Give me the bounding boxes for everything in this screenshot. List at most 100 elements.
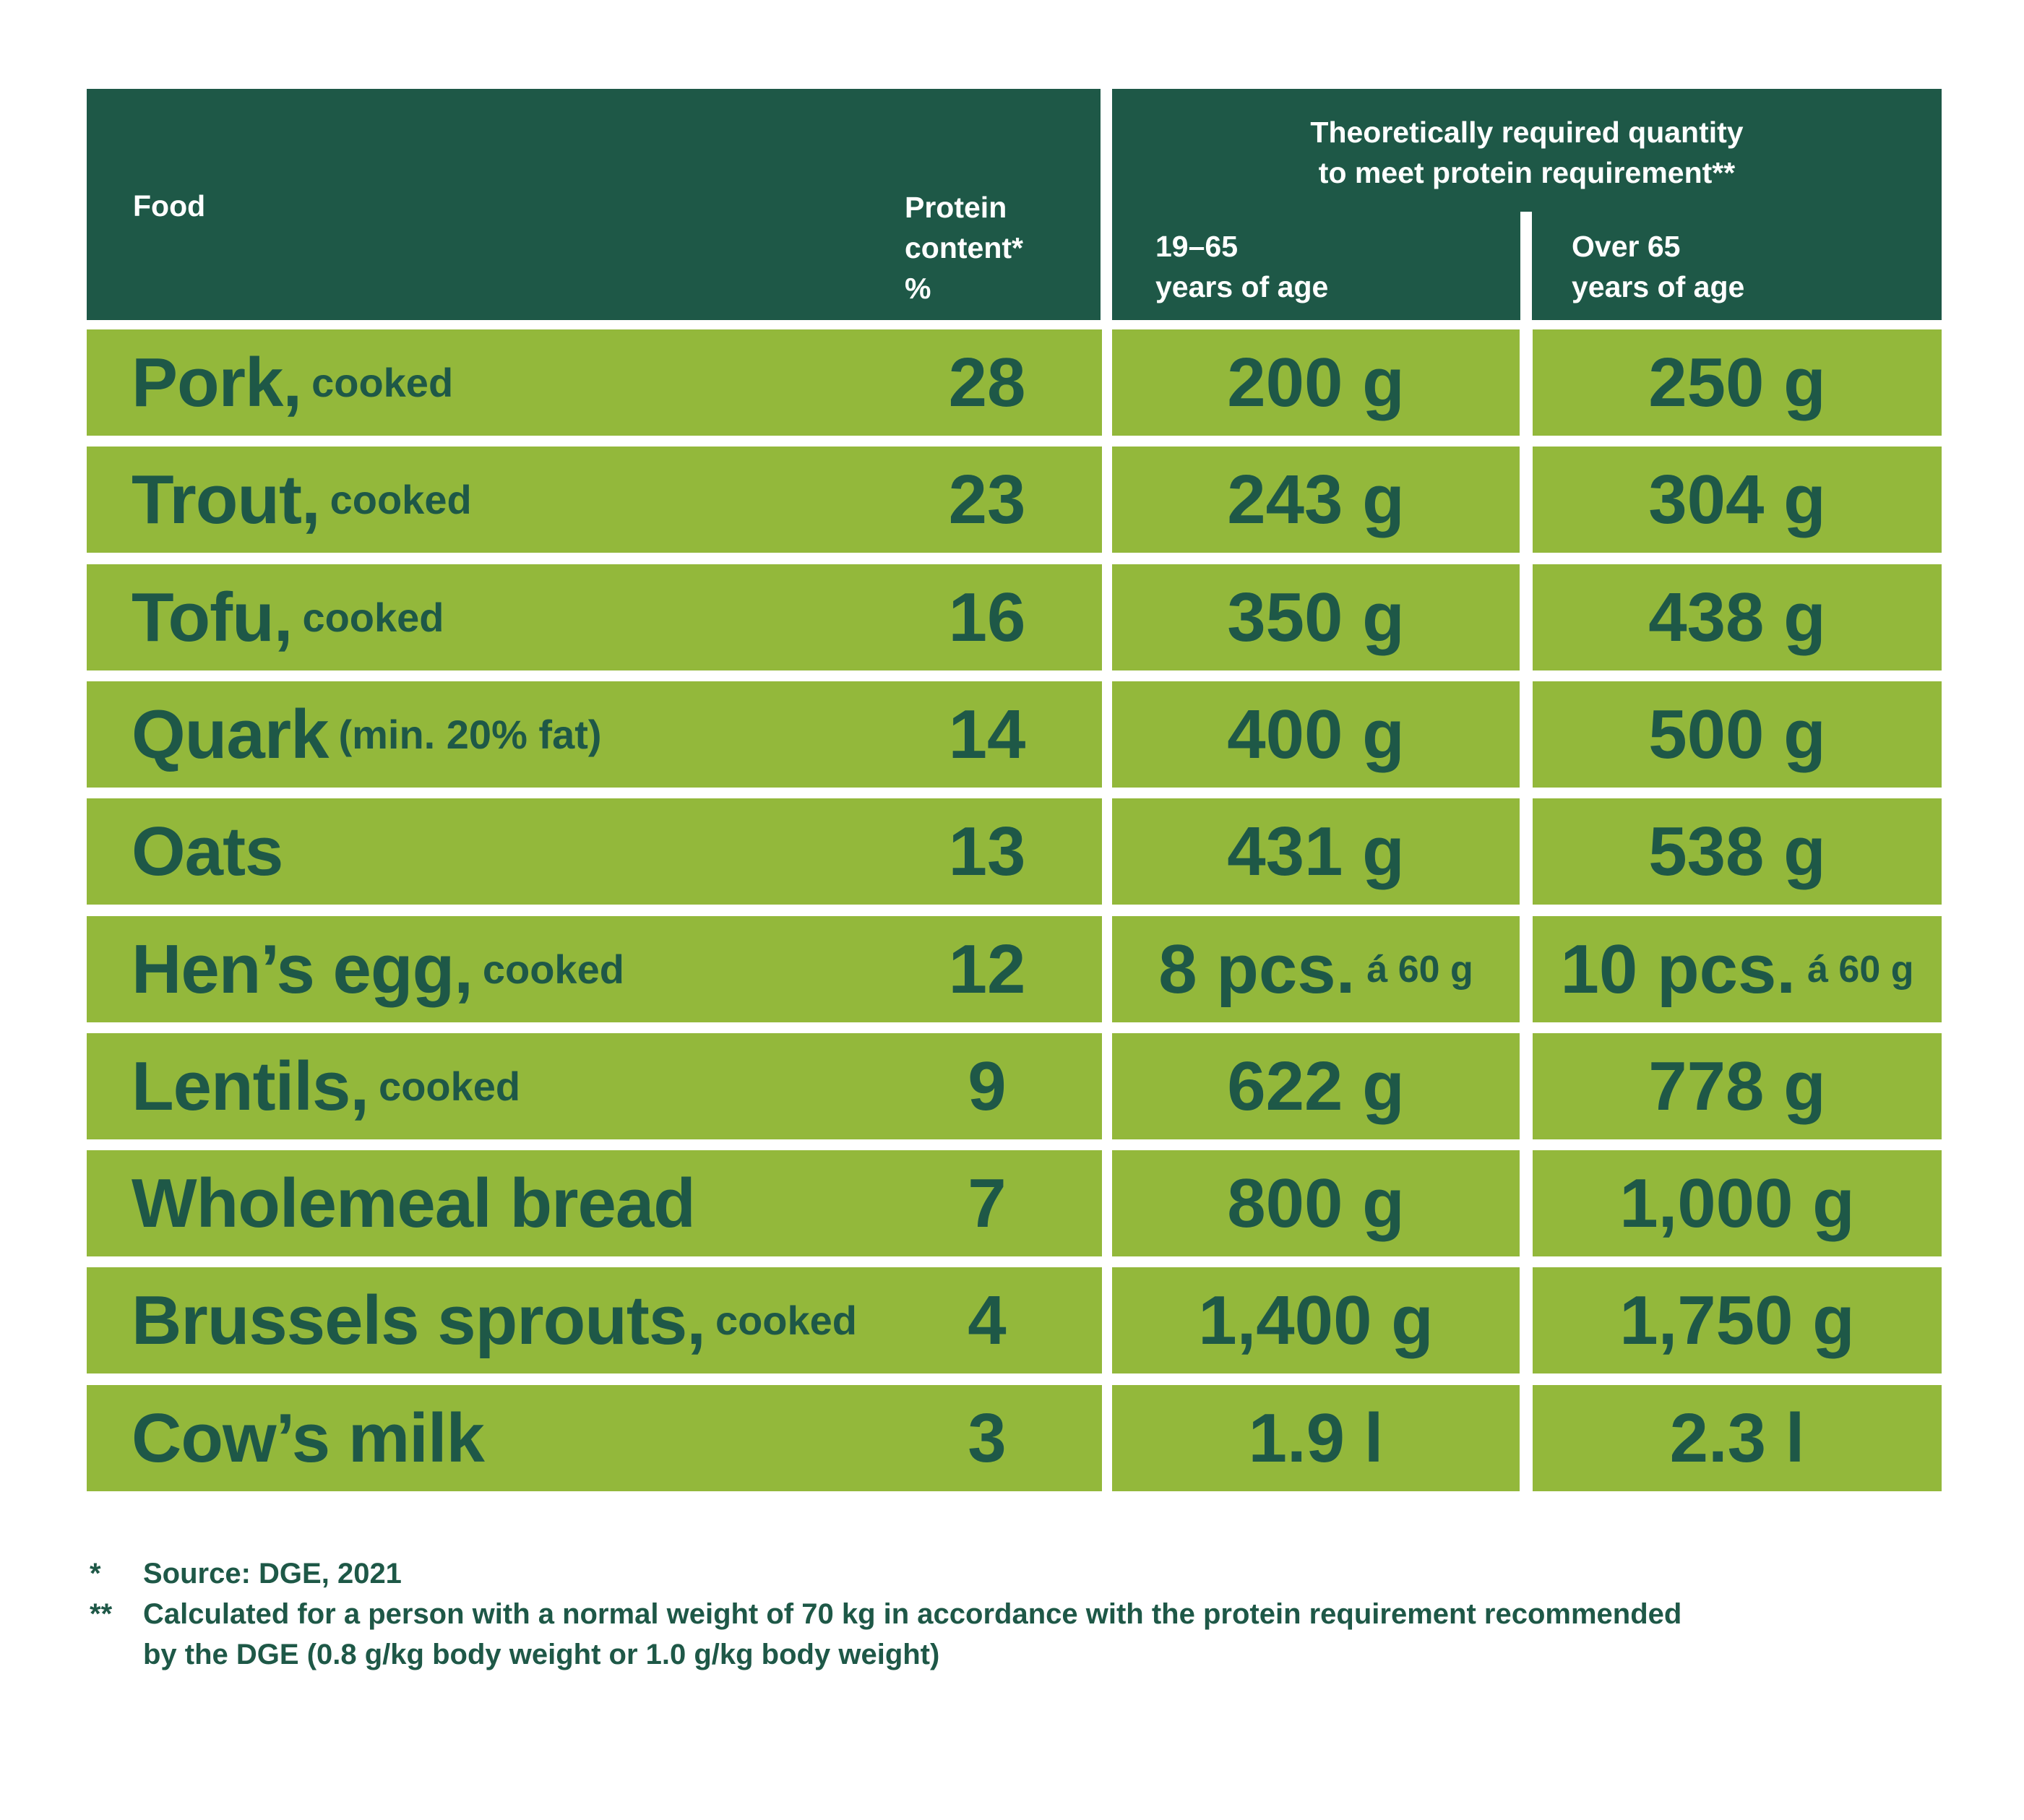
food-cell: Tofu, cooked [87,564,908,670]
quantity-over-65-value: 1,750 g [1619,1281,1855,1359]
quantity-over-65-value: 2.3 l [1669,1399,1805,1477]
quantity-19-65-value: 243 g [1227,460,1405,538]
quantity-over-65-value: 438 g [1648,578,1826,656]
footnote-2-mark: ** [90,1598,113,1630]
food-name: Cow’s milk [132,1399,485,1477]
protein-value: 16 [948,578,1026,656]
header-divider [1520,212,1532,320]
food-note: cooked [302,595,444,640]
quantity-over-65-cell: 500 g [1533,681,1942,788]
quantity-19-65-cell: 1,400 g [1112,1267,1520,1373]
header-age-19-65: 19–65 years of age [1155,230,1329,303]
quantity-19-65-value: 350 g [1227,578,1405,656]
quantity-over-65-cell: 250 g [1533,329,1942,436]
food-note: cooked [379,1064,521,1109]
quantity-over-65-value: 500 g [1648,695,1826,773]
food-cell: Wholemeal bread [87,1150,908,1256]
quantity-over-65-cell: 538 g [1533,798,1942,905]
food-cell: Brussels sprouts, cooked [87,1267,908,1373]
protein-value: 23 [948,460,1026,538]
quantity-over-65-cell: 1,750 g [1533,1267,1942,1373]
food-cell: Quark (min. 20% fat) [87,681,908,788]
quantity-over-65-value: 10 pcs. [1560,930,1796,1008]
food-note: cooked [311,360,454,405]
quantity-19-65-cell: 622 g [1112,1033,1520,1139]
quantity-19-65-value: 1.9 l [1248,1399,1384,1477]
quantity-over-65-value: 538 g [1648,812,1826,890]
quantity-19-65-value: 400 g [1227,695,1405,773]
quantity-over-65-value: 304 g [1648,460,1826,538]
protein-value: 4 [968,1281,1007,1359]
food-name: Tofu, [132,578,293,656]
header-food: Food [133,189,206,223]
quantity-19-65-cell: 243 g [1112,447,1520,553]
food-cell: Pork, cooked [87,329,908,436]
quantity-over-65-cell: 2.3 l [1533,1385,1942,1491]
quantity-19-65-value: 431 g [1227,812,1405,890]
food-cell: Oats [87,798,908,905]
food-name: Wholemeal bread [132,1164,696,1242]
quantity-over-65-value: 1,000 g [1619,1164,1855,1242]
quantity-19-65-value: 1,400 g [1198,1281,1434,1359]
protein-cell: 23 [872,447,1102,553]
food-cell: Hen’s egg, cooked [87,916,908,1022]
protein-value: 28 [948,343,1026,421]
quantity-19-65-cell: 431 g [1112,798,1520,905]
protein-value: 9 [968,1047,1007,1125]
protein-value: 14 [948,695,1026,773]
quantity-19-65-cell: 200 g [1112,329,1520,436]
quantity-19-65-cell: 800 g [1112,1150,1520,1256]
quantity-over-65-cell: 778 g [1533,1033,1942,1139]
footnote-1-text: Source: DGE, 2021 [143,1558,402,1590]
protein-value: 3 [968,1399,1007,1477]
quantity-over-65-value: 778 g [1648,1047,1826,1125]
quantity-over-65-note: á 60 g [1807,948,1914,991]
food-cell: Trout, cooked [87,447,908,553]
food-name: Quark [132,695,329,773]
quantity-19-65-cell: 350 g [1112,564,1520,670]
header-age-over-65: Over 65 years of age [1572,230,1745,303]
quantity-19-65-value: 800 g [1227,1164,1405,1242]
protein-cell: 28 [872,329,1102,436]
footnote-1-mark: * [90,1558,101,1590]
quantity-19-65-value: 622 g [1227,1047,1405,1125]
protein-value: 12 [948,930,1026,1008]
food-name: Oats [132,812,283,890]
quantity-19-65-note: á 60 g [1366,948,1473,991]
footnote-2-text-line-2: by the DGE (0.8 g/kg body weight or 1.0 … [143,1639,940,1670]
food-note: cooked [715,1298,857,1343]
protein-cell: 14 [872,681,1102,788]
food-name: Lentils, [132,1047,369,1125]
protein-cell: 16 [872,564,1102,670]
footnote-2-text-line-1: Calculated for a person with a normal we… [143,1598,1682,1630]
food-cell: Cow’s milk [87,1385,908,1491]
food-name: Pork, [132,343,302,421]
quantity-over-65-value: 250 g [1648,343,1826,421]
quantity-19-65-cell: 8 pcs. á 60 g [1112,916,1520,1022]
food-cell: Lentils, cooked [87,1033,908,1139]
protein-cell: 12 [872,916,1102,1022]
protein-cell: 4 [872,1267,1102,1373]
food-name: Trout, [132,460,321,538]
quantity-19-65-cell: 1.9 l [1112,1385,1520,1491]
header-protein-content: Protein content* % [905,191,1023,305]
quantity-over-65-cell: 304 g [1533,447,1942,553]
quantity-over-65-cell: 438 g [1533,564,1942,670]
food-note: cooked [330,477,472,522]
quantity-over-65-cell: 10 pcs. á 60 g [1533,916,1942,1022]
protein-cell: 3 [872,1385,1102,1491]
quantity-19-65-cell: 400 g [1112,681,1520,788]
quantity-19-65-value: 8 pcs. [1158,930,1356,1008]
protein-value: 13 [948,812,1026,890]
protein-cell: 9 [872,1033,1102,1139]
header-required-quantity-title: Theoretically required quantity to meet … [1310,116,1744,189]
header-food-protein: Food Protein content* % [87,89,1101,320]
food-note: cooked [482,946,624,992]
protein-value: 7 [968,1164,1007,1242]
quantity-over-65-cell: 1,000 g [1533,1150,1942,1256]
quantity-19-65-value: 200 g [1227,343,1405,421]
protein-cell: 7 [872,1150,1102,1256]
food-name: Hen’s egg, [132,930,473,1008]
food-name: Brussels sprouts, [132,1281,706,1359]
food-note: (min. 20% fat) [338,712,602,757]
